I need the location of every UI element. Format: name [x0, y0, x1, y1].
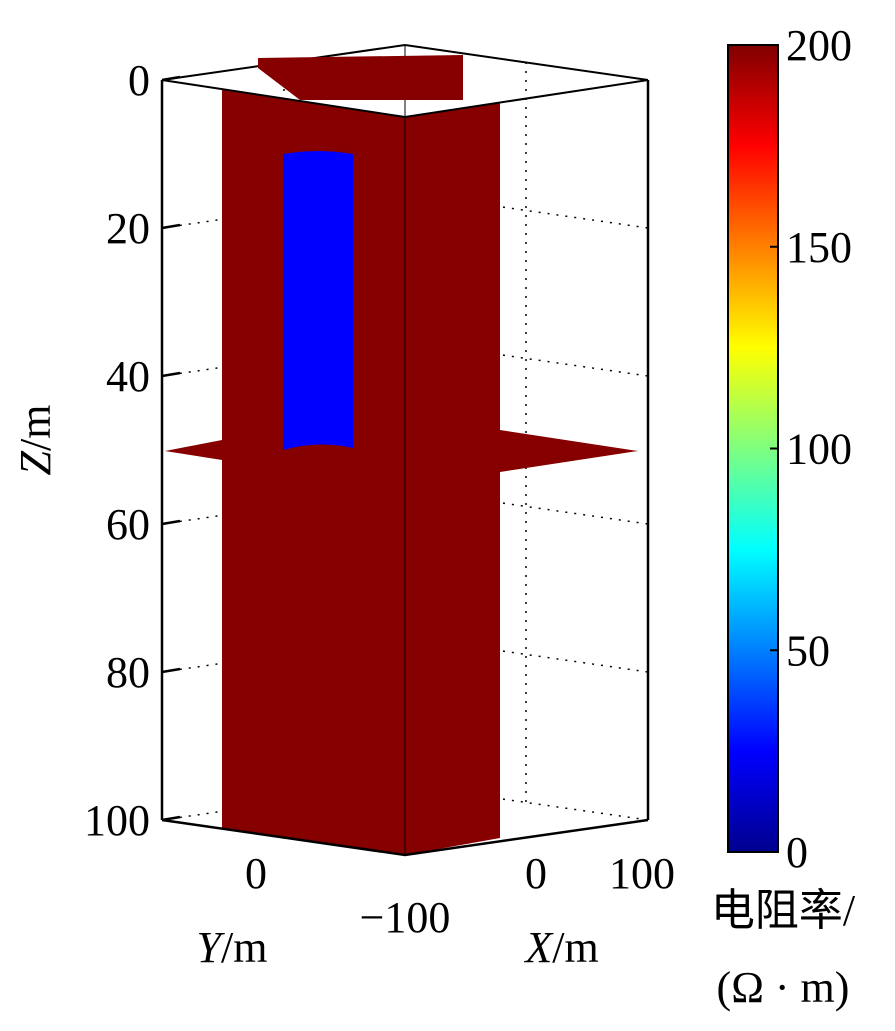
y-axis-label: Y/m — [197, 923, 268, 972]
colorbar-tick-label: 200 — [786, 21, 852, 70]
colorbar-tick-label: 0 — [786, 828, 808, 877]
x-axis-label: X/m — [523, 923, 598, 972]
slice-vertical-x — [405, 103, 500, 855]
y-tick-label: 0 — [245, 849, 267, 898]
z-tick-label: 0 — [128, 56, 150, 105]
colorbar-label-line2: (Ω · m) — [717, 963, 850, 1012]
z-tick-label: 100 — [84, 796, 150, 845]
z-tick-label: 40 — [106, 352, 150, 401]
z-tick-mark — [161, 371, 181, 378]
colorbar-tick-label: 50 — [786, 626, 830, 675]
slice-horizontal-z50 — [165, 440, 222, 460]
slice-vertical-y — [222, 90, 405, 855]
colorbar-ticks: 0 50 100 150 200 — [770, 21, 852, 877]
box-front-top — [161, 79, 649, 119]
slice-horizontal-z50-right — [500, 430, 638, 472]
z-tick-mark — [161, 75, 181, 82]
slice-top-slab — [258, 55, 463, 100]
colorbar-label-line1: 电阻率/ — [711, 886, 856, 935]
x-tick-label: 100 — [609, 849, 675, 898]
z-tick-label: 80 — [106, 648, 150, 697]
box-front-bottom — [161, 818, 649, 857]
box-edge-back-top-right — [404, 44, 649, 81]
colorbar-tick-label: 150 — [786, 223, 852, 272]
x-tick-label: 0 — [525, 849, 547, 898]
z-axis-label: Z/m — [11, 405, 60, 476]
z-tick-mark — [161, 223, 181, 230]
z-tick-mark — [161, 815, 181, 822]
z-tick-mark — [161, 667, 181, 674]
z-tick-label: 60 — [106, 500, 150, 549]
z-tick-mark — [161, 519, 181, 526]
anomaly-block — [283, 151, 353, 450]
colorbar-tick-label: 100 — [786, 425, 852, 474]
z-axis-ticks: 0 20 40 60 80 100 — [84, 56, 181, 845]
y-tick-label: −100 — [360, 893, 451, 942]
z-tick-label: 20 — [106, 204, 150, 253]
